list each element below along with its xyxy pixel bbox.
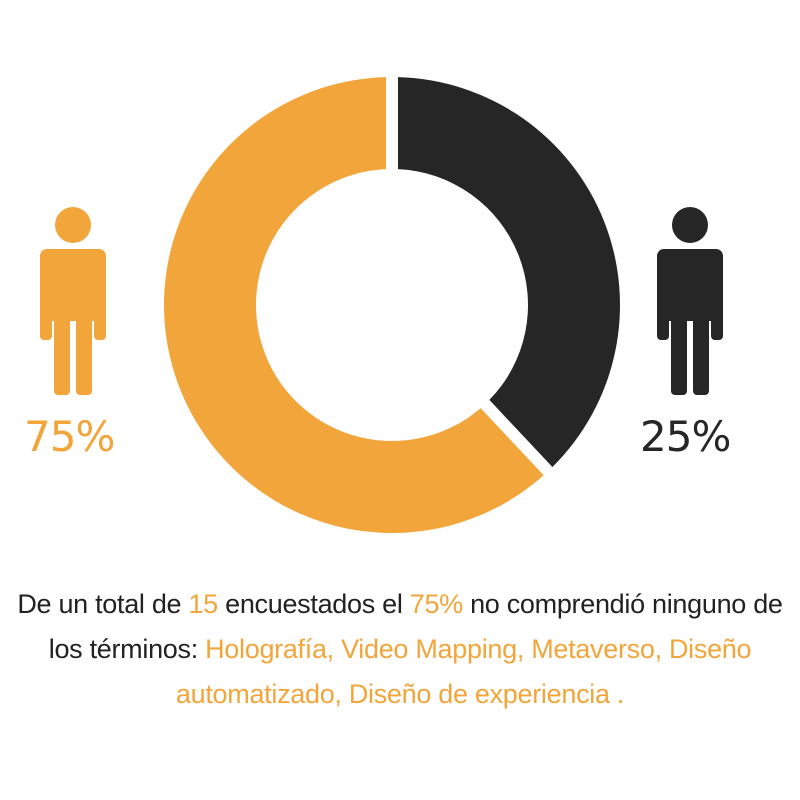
- legend-percent-orange: 75%: [24, 412, 115, 461]
- donut-slice-orange: [164, 77, 544, 533]
- caption-part-2: encuestados el: [217, 589, 410, 619]
- caption-count: 15: [188, 589, 218, 619]
- caption-part-4: .: [609, 679, 625, 709]
- donut-slice-dark: [397, 77, 621, 468]
- caption-part-1: De un total de: [17, 589, 189, 619]
- person-icon-dark: [657, 207, 723, 395]
- caption-percent: 75%: [409, 589, 463, 619]
- legend-percent-dark: 25%: [640, 412, 731, 461]
- person-icon-orange: [40, 207, 106, 395]
- caption-part-3: no comprendió ninguno de los términos:: [48, 589, 783, 664]
- donut-chart: [164, 77, 621, 533]
- caption-terms: Holografía, Video Mapping, Metaverso, Di…: [175, 634, 752, 709]
- caption-text: De un total de 15 encuestados el 75% no …: [0, 582, 800, 717]
